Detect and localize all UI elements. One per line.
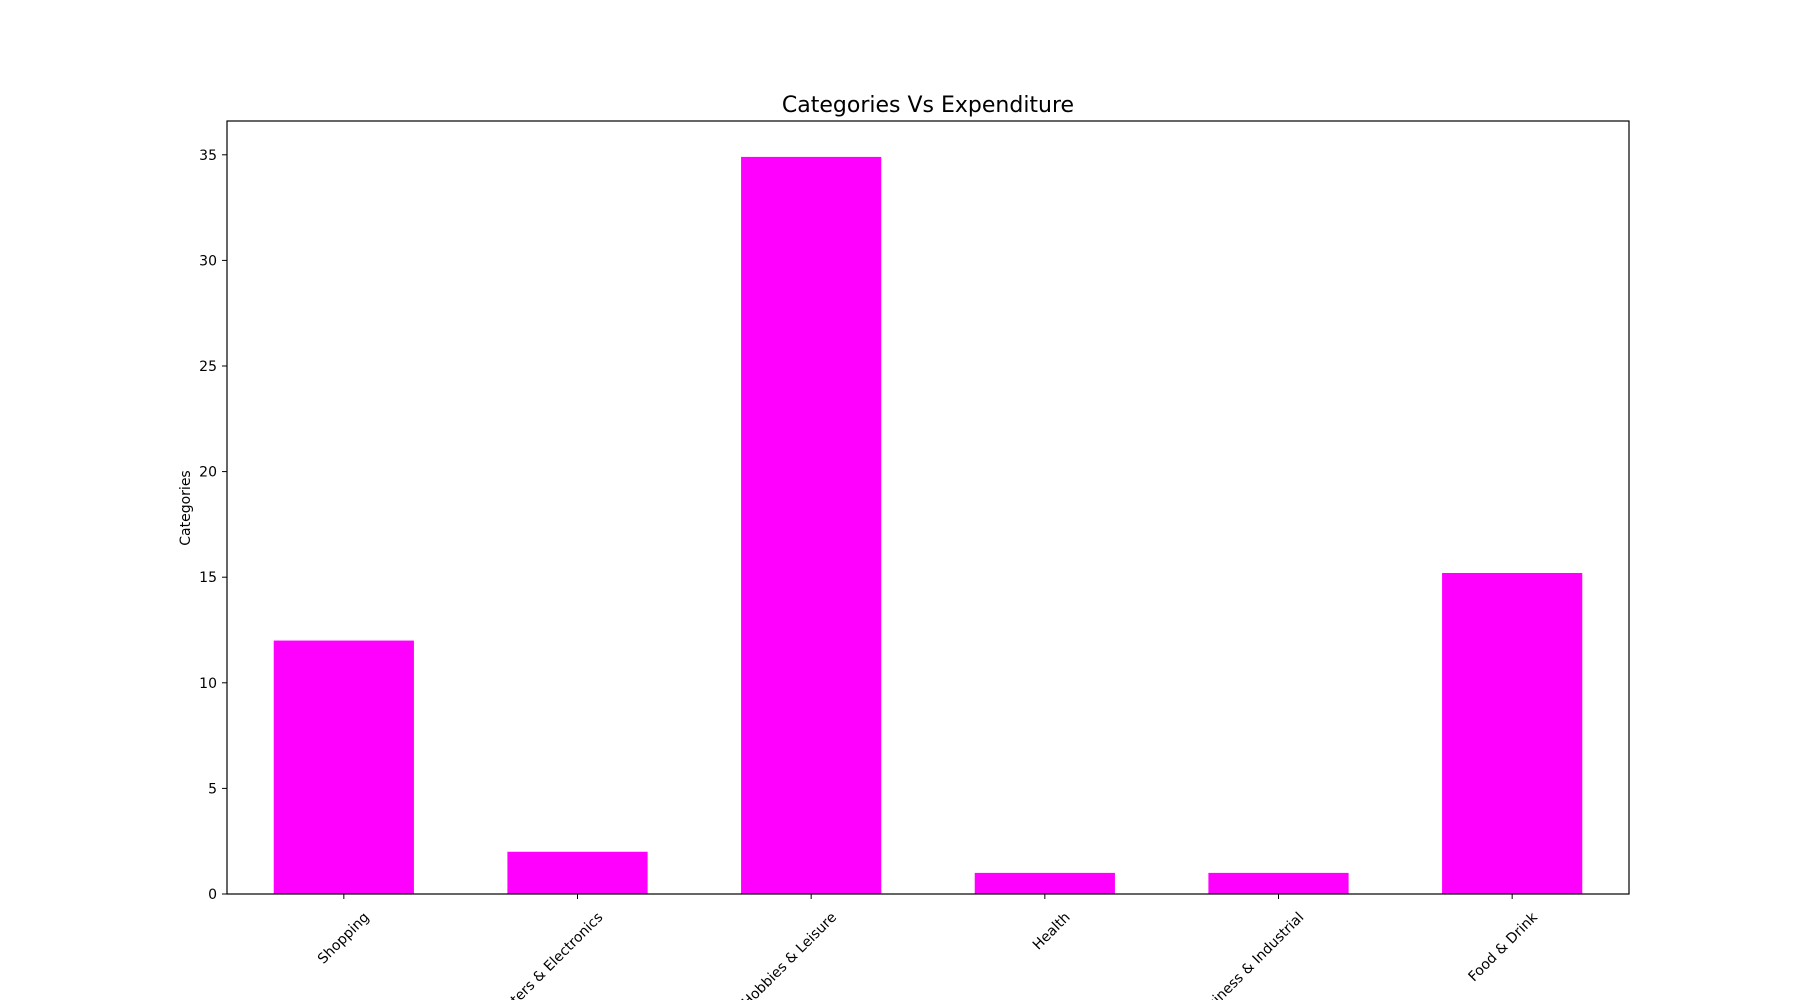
y-tick-label: 20 (199, 465, 217, 481)
bar-business-industrial (1208, 872, 1349, 894)
x-tick-label: Hobbies & Leisure (739, 910, 840, 1000)
bar-health (974, 872, 1115, 894)
y-tick-label: 0 (208, 887, 217, 903)
x-axis-ticks: Shopping Computers & Electronics Hobbies &… (315, 894, 1542, 1004)
y-tick-label: 25 (199, 359, 217, 375)
y-axis-label: Categories (178, 470, 194, 545)
bar-food-drink (1442, 572, 1583, 894)
bar-hobbies-leisure (741, 156, 882, 895)
y-tick-label: 35 (199, 148, 217, 164)
chart-title: Categories Vs Expenditure (782, 93, 1074, 118)
y-tick-label: 30 (199, 253, 217, 269)
x-tick-label: Computers & Electronics (473, 910, 607, 1000)
y-tick-label: 5 (208, 781, 217, 797)
bars-layer (273, 156, 1583, 895)
x-tick-label: Shopping (315, 910, 373, 968)
plot-frame (226, 120, 1630, 895)
y-tick-label: 15 (199, 570, 217, 586)
y-axis-ticks: 0 5 10 15 20 25 30 35 (199, 148, 227, 903)
bar-shopping (273, 640, 414, 894)
x-tick-label: Business & Industrial (1192, 910, 1307, 1000)
x-tick-label: Food & Drink (1465, 909, 1541, 985)
bar-computers-electronics (507, 851, 648, 894)
y-tick-label: 10 (199, 676, 217, 692)
x-tick-label: Health (1030, 910, 1074, 954)
